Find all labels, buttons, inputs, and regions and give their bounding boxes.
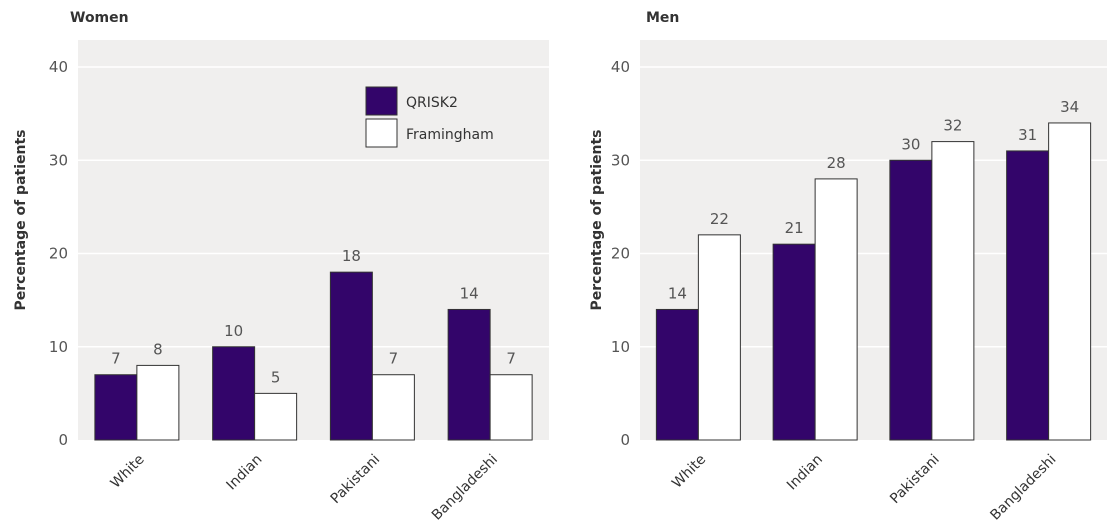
data-label: 32 <box>943 117 962 135</box>
y-tick-label: 40 <box>49 58 68 76</box>
bar-framingham-bangladeshi <box>1048 122 1092 441</box>
data-label: 5 <box>271 368 281 386</box>
bar-qrisk2-white <box>94 374 138 441</box>
legend-swatch-framingham <box>365 118 398 148</box>
bar-qrisk2-indian <box>212 346 256 441</box>
panel-title: Women <box>70 10 129 26</box>
data-label: 18 <box>342 247 361 265</box>
bar-qrisk2-indian <box>772 243 816 441</box>
y-tick-label: 30 <box>611 151 630 169</box>
y-tick-label: 0 <box>620 431 630 449</box>
legend-label-qrisk2: QRISK2 <box>406 95 458 111</box>
x-tick-label: Bangladeshi <box>429 452 501 524</box>
data-label: 14 <box>668 284 687 302</box>
x-tick-label: Indian <box>224 452 266 494</box>
y-tick-label: 10 <box>49 338 68 356</box>
x-tick-label: Pakistani <box>328 452 384 508</box>
data-label: 31 <box>1018 126 1037 144</box>
legend-swatch-qrisk2 <box>365 86 398 116</box>
data-label: 34 <box>1060 98 1079 116</box>
data-label: 8 <box>153 340 163 358</box>
data-label: 7 <box>111 350 121 368</box>
panel-title: Men <box>646 10 679 26</box>
bar-framingham-bangladeshi <box>489 374 533 441</box>
men-panel: 0 10 20 30 40 Men Percentage of patients 14 22 Wh… <box>589 10 1107 524</box>
bar-qrisk2-pakistani <box>889 159 933 441</box>
bar-qrisk2-pakistani <box>329 271 373 441</box>
x-tick-label: Pakistani <box>887 452 943 508</box>
data-label: 7 <box>389 350 399 368</box>
bar-framingham-white <box>697 234 741 441</box>
x-tick-label: Bangladeshi <box>987 452 1059 524</box>
women-panel: 0 10 20 30 40 Women Percentage of patients 7 8 Wh… <box>13 10 549 524</box>
bar-framingham-pakistani <box>371 374 415 441</box>
data-label: 22 <box>710 210 729 228</box>
bar-framingham-indian <box>254 392 298 441</box>
data-label: 21 <box>785 219 804 237</box>
y-axis-label: Percentage of patients <box>13 130 29 311</box>
x-tick-label: Indian <box>784 452 826 494</box>
bar-framingham-pakistani <box>931 141 975 441</box>
data-label: 14 <box>460 284 479 302</box>
y-tick-label: 0 <box>58 431 68 449</box>
y-axis-label: Percentage of patients <box>589 130 605 311</box>
x-tick-label: White <box>108 452 148 492</box>
y-tick-label: 40 <box>611 58 630 76</box>
bar-framingham-white <box>136 364 180 441</box>
bar-qrisk2-white <box>655 308 699 441</box>
y-tick-label: 30 <box>49 151 68 169</box>
y-tick-label: 20 <box>611 245 630 263</box>
x-tick-label: White <box>669 452 709 492</box>
bar-framingham-indian <box>814 178 858 441</box>
data-label: 30 <box>901 135 920 153</box>
data-label: 7 <box>506 350 516 368</box>
y-tick-label: 10 <box>611 338 630 356</box>
legend-label-framingham: Framingham <box>406 127 494 143</box>
bar-qrisk2-bangladeshi <box>447 308 491 441</box>
y-tick-label: 20 <box>49 245 68 263</box>
data-label: 10 <box>224 322 243 340</box>
data-label: 28 <box>827 154 846 172</box>
bar-qrisk2-bangladeshi <box>1006 150 1050 441</box>
